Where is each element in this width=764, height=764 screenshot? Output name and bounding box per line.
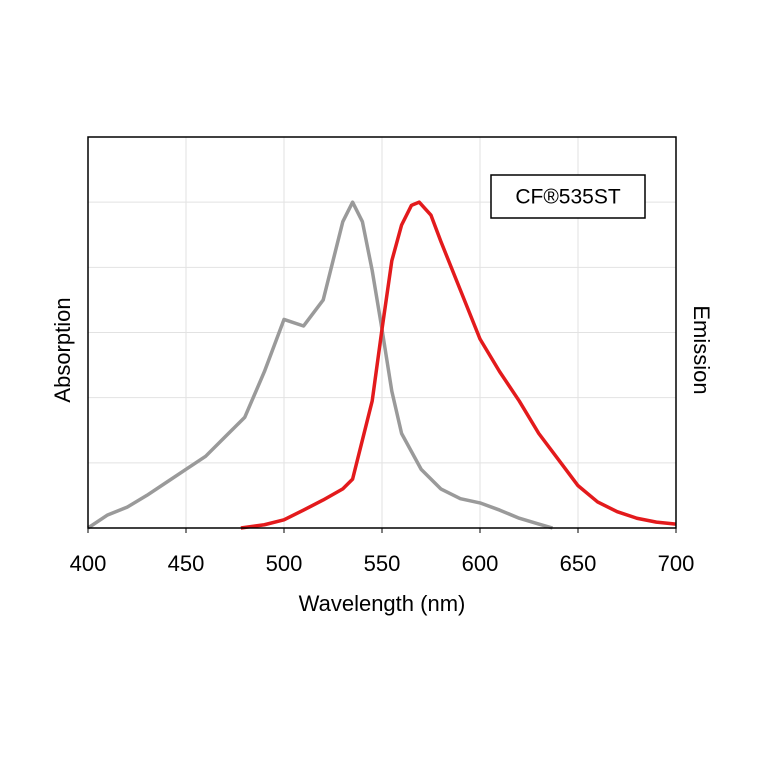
y-axis-title: Absorption: [50, 297, 75, 402]
x-axis-title: Wavelength (nm): [299, 591, 466, 616]
x-tick-label: 500: [266, 551, 303, 576]
line: [87, 200, 553, 530]
annotation: CF®535ST: [515, 186, 621, 209]
x-tick-label: 550: [364, 551, 401, 576]
plot-frame: [87, 136, 677, 529]
x-tick-label: 450: [168, 551, 205, 576]
x-tick-label: 400: [70, 551, 107, 576]
x-tick-label: 650: [560, 551, 597, 576]
x-tick-label: 700: [658, 551, 695, 576]
line: [240, 200, 677, 530]
x-tick-label: 600: [462, 551, 499, 576]
y2-axis-title: Emission: [689, 305, 714, 394]
annotation-box: [490, 174, 646, 219]
